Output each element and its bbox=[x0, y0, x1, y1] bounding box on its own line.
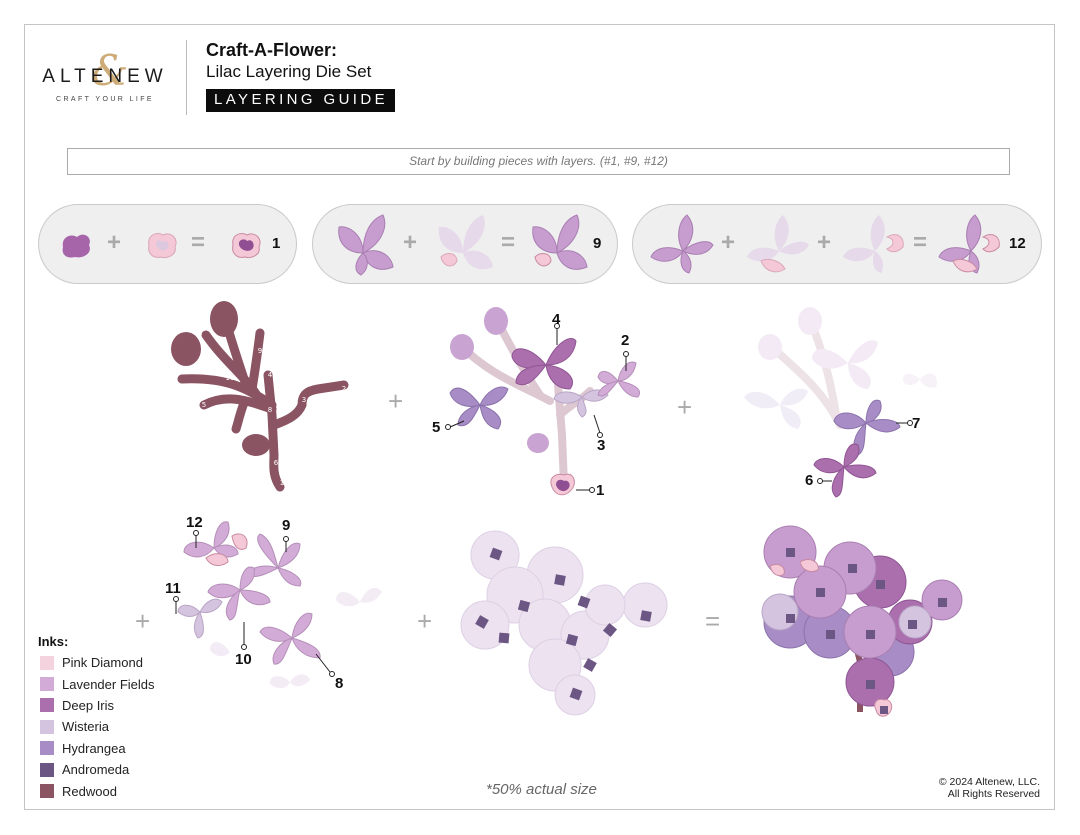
scale-note: *50% actual size bbox=[486, 781, 597, 798]
swatch-icon bbox=[40, 677, 54, 692]
svg-text:10: 10 bbox=[226, 374, 235, 382]
callout-2: 2 bbox=[621, 332, 630, 349]
flower-12-base-icon bbox=[650, 214, 714, 274]
swatch-icon bbox=[40, 741, 54, 756]
svg-text:2: 2 bbox=[342, 385, 346, 393]
callout-12: 12 bbox=[186, 514, 203, 531]
ink-lavender-fields: Lavender Fields bbox=[38, 673, 155, 694]
ink-redwood: Redwood bbox=[38, 780, 155, 801]
svg-text:3: 3 bbox=[302, 396, 306, 404]
svg-text:9: 9 bbox=[258, 347, 262, 355]
rights-line: All Rights Reserved bbox=[947, 788, 1040, 800]
ampersand-icon: & bbox=[91, 46, 129, 95]
callout-9: 9 bbox=[282, 517, 291, 534]
callout-6: 6 bbox=[805, 472, 814, 489]
lilac-bud-assembled-icon bbox=[232, 232, 261, 258]
stem-die-redwood: 12 9 10 11 4 5 8 3 2 7 6 1 bbox=[171, 301, 349, 492]
callout-3: 3 bbox=[597, 437, 606, 454]
ink-andromeda: Andromeda bbox=[38, 759, 155, 780]
callout-11: 11 bbox=[165, 580, 181, 597]
instruction-banner: Start by building pieces with layers. (#… bbox=[67, 148, 1010, 175]
ink-hydrangea: Hydrangea bbox=[38, 738, 155, 759]
plus-operator: + bbox=[135, 606, 151, 636]
brand-tagline: CRAFT YOUR LIFE bbox=[56, 96, 154, 103]
step2-assembly bbox=[445, 307, 640, 496]
plus-operator: + bbox=[417, 606, 433, 636]
ink-pink-diamond: Pink Diamond bbox=[38, 652, 155, 673]
svg-text:6: 6 bbox=[274, 459, 279, 467]
plus-operator: + bbox=[388, 386, 404, 416]
swatch-icon bbox=[40, 655, 54, 670]
guide-badge: LAYERING GUIDE bbox=[206, 89, 396, 112]
equals-operator: = bbox=[705, 606, 721, 636]
step5-centers-assembly bbox=[460, 530, 668, 716]
flower-9-overlay-icon bbox=[438, 215, 493, 270]
callout-5: 5 bbox=[432, 419, 441, 436]
flower-12-layer2-icon bbox=[747, 215, 809, 273]
piece-number: 1 bbox=[272, 235, 281, 252]
flower-12-layer3-icon bbox=[843, 215, 904, 273]
svg-text:12: 12 bbox=[194, 329, 203, 337]
inks-title: Inks: bbox=[38, 634, 69, 649]
swatch-icon bbox=[40, 784, 54, 799]
svg-text:4: 4 bbox=[268, 371, 273, 379]
prebuild-piece-9: + = 9 bbox=[312, 204, 618, 284]
callout-8: 8 bbox=[335, 675, 344, 692]
altenew-logo: & ALTENEW CRAFT YOUR LIFE bbox=[38, 46, 172, 112]
ink-deep-iris: Deep Iris bbox=[38, 695, 155, 716]
svg-text:11: 11 bbox=[178, 385, 187, 393]
final-lilac-assembly bbox=[761, 525, 963, 717]
svg-text:8: 8 bbox=[268, 406, 272, 414]
piece-number: 12 bbox=[1009, 235, 1026, 252]
plus-operator: + bbox=[107, 229, 122, 256]
callout-4: 4 bbox=[552, 311, 561, 328]
svg-text:7: 7 bbox=[292, 427, 296, 435]
prebuild-piece-1: + = 1 bbox=[38, 204, 297, 284]
svg-text:5: 5 bbox=[202, 401, 206, 409]
plus-operator: + bbox=[403, 229, 418, 256]
prebuild-piece-12: + + = 12 bbox=[632, 204, 1042, 284]
equals-operator: = bbox=[191, 229, 206, 256]
callout-7: 7 bbox=[912, 415, 921, 432]
step4-assembly bbox=[173, 521, 382, 689]
page-frame bbox=[24, 24, 1055, 810]
plus-operator: + bbox=[817, 229, 832, 256]
lilac-bud-base-icon bbox=[62, 234, 90, 258]
equals-operator: = bbox=[913, 229, 928, 256]
svg-text:1: 1 bbox=[280, 479, 284, 487]
product-title: Craft-A-Flower: bbox=[206, 40, 337, 60]
equals-operator: = bbox=[501, 229, 516, 256]
plus-operator: + bbox=[721, 229, 736, 256]
callout-10: 10 bbox=[235, 651, 252, 668]
flower-12-assembled-icon bbox=[938, 214, 1000, 274]
swatch-icon bbox=[40, 698, 54, 713]
flower-9-assembled-icon bbox=[532, 214, 588, 270]
callout-1: 1 bbox=[596, 482, 605, 499]
flower-9-base-icon bbox=[338, 214, 394, 276]
copyright-line: © 2024 Altenew, LLC. bbox=[938, 776, 1040, 788]
lilac-bud-overlay-icon bbox=[148, 232, 177, 258]
brand-name: ALTENEW bbox=[42, 66, 168, 87]
piece-number: 9 bbox=[593, 235, 602, 252]
header-divider bbox=[186, 40, 187, 115]
inks-legend: Inks: Pink Diamond Lavender Fields Deep … bbox=[38, 634, 155, 802]
ink-wisteria: Wisteria bbox=[38, 716, 155, 737]
plus-operator: + bbox=[677, 392, 693, 422]
step3-assembly bbox=[744, 307, 938, 498]
copyright: © 2024 Altenew, LLC. All Rights Reserved bbox=[900, 776, 1040, 800]
swatch-icon bbox=[40, 719, 54, 734]
product-subtitle: Lilac Layering Die Set bbox=[206, 62, 372, 81]
swatch-icon bbox=[40, 762, 54, 777]
